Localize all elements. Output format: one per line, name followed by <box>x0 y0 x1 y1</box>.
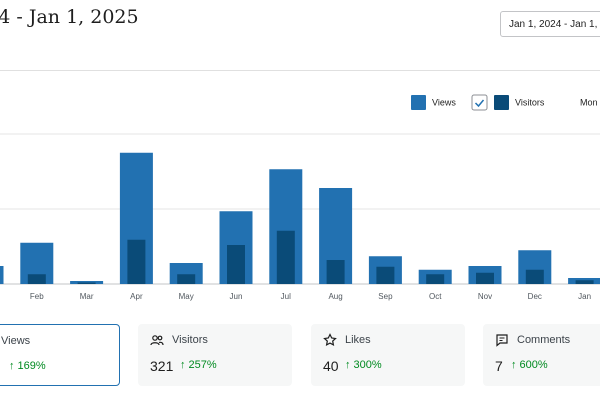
bar <box>476 272 494 284</box>
legend-label: Views <box>432 97 456 107</box>
legend-checkbox[interactable] <box>471 94 488 111</box>
likes-icon <box>323 333 337 347</box>
bar <box>525 269 544 284</box>
comments-icon <box>496 334 508 347</box>
bar <box>227 245 245 284</box>
card-change: ↑ 300% <box>345 359 382 371</box>
x-tick-label: Jul <box>281 292 291 301</box>
check-mark <box>474 99 485 108</box>
bar <box>77 282 96 284</box>
legend-label: Visitors <box>515 97 545 107</box>
x-tick-label: Aug <box>328 292 342 301</box>
visitors-icon <box>150 335 164 346</box>
card-value: 40 <box>323 358 339 374</box>
bar <box>426 274 445 284</box>
x-tick-label: Jun <box>230 292 243 301</box>
x-tick-label: Apr <box>130 292 143 301</box>
bar <box>27 274 46 284</box>
card-label: Comments <box>517 334 571 346</box>
x-tick-label: May <box>179 292 194 301</box>
card-label: Views <box>1 335 31 347</box>
x-tick-label: Oct <box>429 292 442 301</box>
chart: Views Visitors Mon Feb Mar Apr May Jun Jul Aug Sep… <box>0 94 600 301</box>
stat-card[interactable]: Likes 40 ↑ 300% <box>311 324 465 386</box>
x-tick-label: Mar <box>80 292 94 301</box>
bar <box>177 274 196 284</box>
card-change: ↑ 600% <box>511 359 548 371</box>
x-tick-label: Sep <box>378 292 393 301</box>
legend-swatch[interactable] <box>411 95 426 110</box>
x-tick-label: Jan <box>578 292 591 301</box>
stat-card[interactable]: Views ↑ 169% <box>0 324 120 386</box>
card-value: 321 <box>150 358 174 374</box>
card-label: Visitors <box>172 334 208 346</box>
page-title: 2024 - Jan 1, 2025 <box>0 6 139 28</box>
x-tick-label: Dec <box>528 292 542 301</box>
bar <box>376 266 395 284</box>
bar <box>0 266 4 284</box>
x-tick-label: Feb <box>30 292 44 301</box>
date-range-button[interactable]: Jan 1, 2024 - Jan 1, <box>500 11 600 37</box>
stat-card[interactable]: Comments 7 ↑ 600% <box>483 324 600 386</box>
card-change: ↑ 257% <box>180 359 217 371</box>
card-label: Likes <box>345 334 371 346</box>
divider <box>0 70 600 71</box>
x-tick-label: Nov <box>478 292 492 301</box>
stat-card[interactable]: Visitors 321 ↑ 257% <box>138 324 292 386</box>
bar <box>127 239 146 284</box>
period-selector[interactable]: Mon <box>580 97 598 107</box>
legend-swatch[interactable] <box>494 95 509 110</box>
card-change: ↑ 169% <box>9 360 46 372</box>
card-value: 7 <box>495 358 503 374</box>
bar <box>575 280 594 284</box>
bar <box>276 230 295 284</box>
bar <box>326 260 345 284</box>
